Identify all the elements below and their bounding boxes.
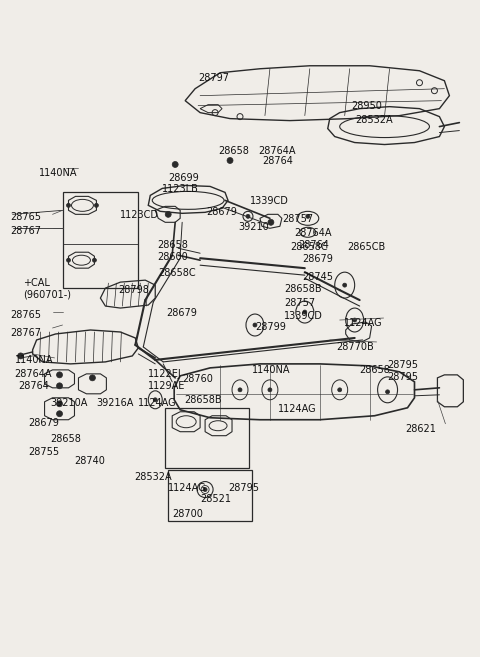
Circle shape <box>67 204 71 208</box>
Circle shape <box>238 388 242 392</box>
Circle shape <box>57 372 62 378</box>
Text: 28798: 28798 <box>119 285 149 295</box>
Text: 28795: 28795 <box>387 360 419 370</box>
Text: 28767: 28767 <box>11 328 42 338</box>
Circle shape <box>343 283 347 287</box>
Text: 39210A: 39210A <box>50 397 88 408</box>
Circle shape <box>95 204 98 208</box>
Text: 28757: 28757 <box>284 298 315 308</box>
Circle shape <box>353 318 357 322</box>
Text: 1339CD: 1339CD <box>284 311 323 321</box>
Text: 28764A: 28764A <box>258 146 296 156</box>
Text: 28757: 28757 <box>282 214 313 224</box>
Circle shape <box>303 310 307 314</box>
Text: 28755: 28755 <box>29 447 60 457</box>
Text: 28764: 28764 <box>19 381 49 391</box>
Text: 28700: 28700 <box>172 509 203 520</box>
Text: 28764A: 28764A <box>15 369 52 379</box>
Text: 28765: 28765 <box>11 310 42 320</box>
Text: 28621: 28621 <box>406 424 436 434</box>
Bar <box>62 193 138 288</box>
Text: 28521: 28521 <box>200 493 231 503</box>
Text: 28764: 28764 <box>262 156 293 166</box>
Circle shape <box>227 158 233 164</box>
Bar <box>165 408 249 468</box>
Circle shape <box>165 212 171 217</box>
Text: 28740: 28740 <box>74 456 105 466</box>
Text: 1339CD: 1339CD <box>250 196 289 206</box>
Text: 28799: 28799 <box>255 322 286 332</box>
Circle shape <box>18 353 24 359</box>
Circle shape <box>153 397 157 402</box>
Text: 28658B: 28658B <box>284 284 322 294</box>
Text: 1140NA: 1140NA <box>38 168 77 179</box>
Text: 28699: 28699 <box>168 173 199 183</box>
Text: 39210: 39210 <box>238 222 269 233</box>
Text: 28532A: 28532A <box>134 472 172 482</box>
Text: 28770B: 28770B <box>336 342 374 352</box>
Text: 1124AG: 1124AG <box>168 482 207 493</box>
Bar <box>168 470 252 522</box>
Text: 28795: 28795 <box>228 482 259 493</box>
Circle shape <box>268 388 272 392</box>
Text: 28679: 28679 <box>166 308 197 318</box>
Circle shape <box>93 258 96 262</box>
Text: 1140NA: 1140NA <box>252 365 290 375</box>
Circle shape <box>385 390 390 394</box>
Circle shape <box>57 411 62 417</box>
Text: 28764: 28764 <box>298 240 329 250</box>
Text: 28658: 28658 <box>50 434 82 443</box>
Circle shape <box>57 383 62 389</box>
Circle shape <box>268 219 274 225</box>
Text: 2865CB: 2865CB <box>348 242 386 252</box>
Text: 28658C: 28658C <box>290 242 327 252</box>
Circle shape <box>203 487 207 491</box>
Text: 1122EJ: 1122EJ <box>148 369 182 379</box>
Circle shape <box>253 323 257 327</box>
Circle shape <box>67 258 71 262</box>
Circle shape <box>172 162 178 168</box>
Circle shape <box>57 401 62 407</box>
Text: +CAL: +CAL <box>23 278 49 288</box>
Text: 28797: 28797 <box>198 73 229 83</box>
Text: 28658C: 28658C <box>158 268 196 278</box>
Text: 28532A: 28532A <box>356 114 393 125</box>
Text: 28658: 28658 <box>157 240 188 250</box>
Text: 28765: 28765 <box>11 212 42 222</box>
Text: 28658: 28658 <box>218 146 249 156</box>
Text: 1140NA: 1140NA <box>15 355 53 365</box>
Circle shape <box>306 214 310 218</box>
Text: 1124AG: 1124AG <box>138 397 177 408</box>
Text: 1129AE: 1129AE <box>148 381 186 391</box>
Text: 28745: 28745 <box>302 272 333 282</box>
Text: 39216A: 39216A <box>96 397 134 408</box>
Text: 28764A: 28764A <box>294 228 331 238</box>
Text: 28658B: 28658B <box>184 395 222 405</box>
Text: 1123LB: 1123LB <box>162 185 199 194</box>
Text: 1124AG: 1124AG <box>278 404 316 414</box>
Text: 28679: 28679 <box>29 418 60 428</box>
Circle shape <box>89 375 96 381</box>
Text: 28658: 28658 <box>360 365 391 375</box>
Circle shape <box>246 214 250 218</box>
Text: 28679: 28679 <box>302 254 333 264</box>
Text: 28767: 28767 <box>11 226 42 237</box>
Text: (960701-): (960701-) <box>23 289 71 299</box>
Text: 28795: 28795 <box>387 372 419 382</box>
Text: 28600: 28600 <box>157 252 188 262</box>
Text: 1124AG: 1124AG <box>344 318 383 328</box>
Text: 28950: 28950 <box>352 101 383 110</box>
Text: 28760: 28760 <box>182 374 213 384</box>
Circle shape <box>338 388 342 392</box>
Text: 28679: 28679 <box>206 208 237 217</box>
Text: 1123CD: 1123CD <box>120 210 159 220</box>
